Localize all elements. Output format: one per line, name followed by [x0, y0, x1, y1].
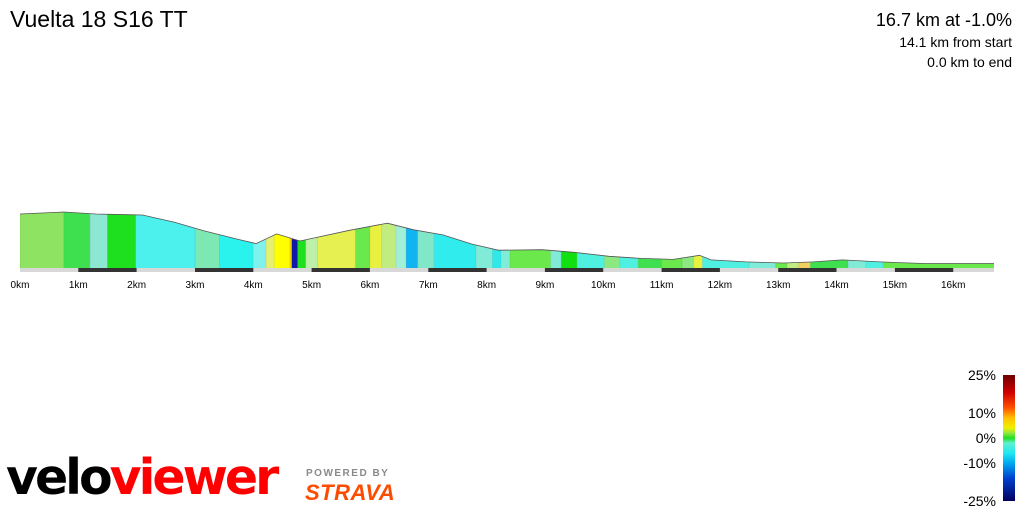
- x-axis-ticks: 0km 1km 2km 3km 4km 5km 6km 7km 8km 9km 10km 11km 12…: [11, 280, 966, 291]
- gradient-segment[interactable]: [63, 204, 90, 268]
- logo-velo-text: velo: [6, 449, 113, 506]
- legend-tick-label: 25%: [968, 367, 996, 383]
- x-tick-label: 0km: [11, 280, 30, 291]
- veloviewer-logo: veloviewer: [6, 448, 280, 508]
- km-band-dark: [195, 268, 254, 272]
- profile-outline: [19, 211, 994, 264]
- x-tick-label: 2km: [127, 280, 146, 291]
- legend-tick-label: 0%: [976, 430, 996, 446]
- logo-viewer-text: viewer: [109, 449, 280, 506]
- legend-tick-label: 10%: [968, 405, 996, 421]
- km-band-dark: [894, 268, 954, 272]
- segment-stats: 16.7 km at -1.0% 14.1 km from start 0.0 …: [876, 8, 1012, 72]
- x-tick-label: 7km: [419, 280, 438, 291]
- x-tick-label: 9km: [535, 280, 554, 291]
- chart-title: Vuelta 18 S16 TT: [10, 6, 188, 32]
- distance-to-end: 0.0 km to end: [927, 54, 1012, 70]
- x-tick-label: 15km: [883, 280, 907, 291]
- x-tick-label: 6km: [360, 280, 379, 291]
- gradient-segment[interactable]: [381, 204, 397, 268]
- km-band-dark: [778, 268, 837, 272]
- distance-gradient-readout: 16.7 km at -1.0%: [875, 10, 1012, 30]
- km-band: [20, 268, 994, 272]
- x-tick-label: 5km: [302, 280, 321, 291]
- legend-tick-label: -25%: [963, 493, 996, 509]
- km-band-dark: [428, 268, 487, 272]
- gradient-segment[interactable]: [305, 204, 318, 268]
- x-tick-label: 10km: [591, 280, 615, 291]
- x-tick-label: 11km: [650, 280, 674, 291]
- elevation-profile-chart[interactable]: 0km 1km 2km 3km 4km 5km 6km 7km 8km 9km 10km 11km 12…: [0, 0, 1024, 300]
- gradient-segment[interactable]: [289, 204, 292, 268]
- gradient-segment[interactable]: [107, 204, 136, 268]
- gradient-segment[interactable]: [90, 204, 108, 268]
- km-band-dark: [78, 268, 137, 272]
- x-tick-label: 12km: [708, 280, 732, 291]
- powered-by-label: POWERED BY: [306, 468, 390, 479]
- x-tick-label: 14km: [824, 280, 848, 291]
- legend-color-bar: [1003, 375, 1015, 501]
- gradient-segment[interactable]: [406, 204, 418, 268]
- x-tick-label: 3km: [186, 280, 205, 291]
- x-tick-label: 4km: [244, 280, 263, 291]
- gradient-segment[interactable]: [266, 204, 275, 268]
- x-tick-label: 8km: [477, 280, 496, 291]
- x-tick-label: 16km: [941, 280, 965, 291]
- km-band-dark: [544, 268, 604, 272]
- strava-logo: STRAVA: [305, 480, 396, 505]
- gradient-segment[interactable]: [369, 204, 382, 268]
- gradient-segment[interactable]: [396, 204, 407, 268]
- gradient-segment[interactable]: [20, 204, 64, 268]
- km-band-dark: [311, 268, 370, 272]
- distance-from-start: 14.1 km from start: [899, 34, 1012, 50]
- x-tick-label: 13km: [766, 280, 790, 291]
- gradient-segment[interactable]: [291, 204, 298, 268]
- legend-tick-label: -10%: [963, 455, 996, 471]
- km-band-base: [20, 268, 994, 272]
- x-tick-label: 1km: [69, 280, 88, 291]
- km-band-dark: [661, 268, 720, 272]
